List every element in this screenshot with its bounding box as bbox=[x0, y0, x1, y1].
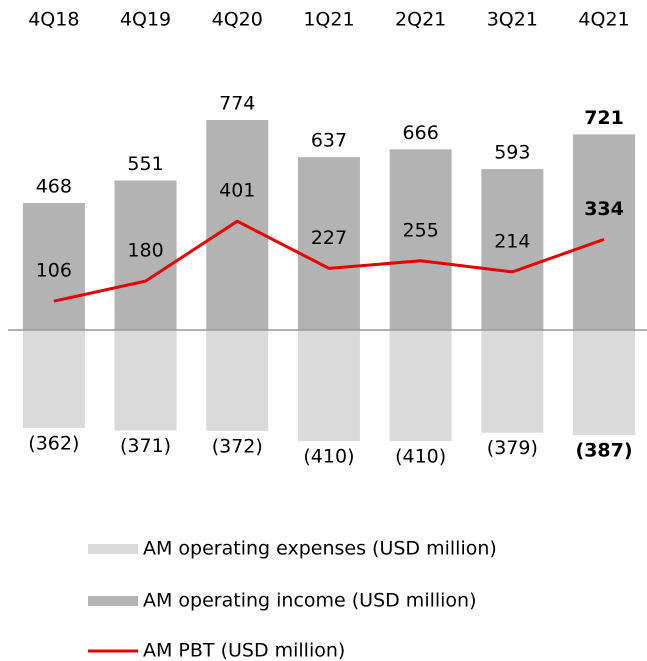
category-label: 1Q21 bbox=[303, 9, 354, 31]
value-label: 227 bbox=[311, 227, 347, 249]
category-label: 4Q21 bbox=[578, 9, 629, 31]
legend-swatch bbox=[88, 596, 138, 606]
bar bbox=[206, 120, 269, 330]
bar bbox=[22, 329, 85, 429]
bar bbox=[481, 169, 544, 330]
bar bbox=[297, 157, 360, 330]
value-label: 721 bbox=[584, 107, 624, 129]
value-label: 180 bbox=[127, 240, 163, 262]
value-label: (387) bbox=[576, 439, 633, 461]
bar bbox=[481, 329, 544, 433]
value-label: 774 bbox=[219, 93, 255, 115]
value-label: (410) bbox=[303, 446, 354, 468]
category-label: 2Q21 bbox=[395, 9, 446, 31]
legend-label: AM PBT (USD million) bbox=[143, 640, 345, 661]
value-label: (371) bbox=[120, 435, 171, 457]
value-label: 401 bbox=[219, 180, 255, 202]
category-label: 4Q20 bbox=[212, 9, 263, 31]
value-label: 214 bbox=[494, 230, 530, 252]
line bbox=[53, 219, 605, 303]
value-label: 106 bbox=[36, 260, 72, 282]
value-label: 666 bbox=[403, 122, 439, 144]
value-label: (410) bbox=[395, 446, 446, 468]
bar bbox=[206, 329, 269, 431]
bar bbox=[573, 329, 636, 435]
bar bbox=[114, 180, 177, 330]
bar bbox=[297, 329, 360, 442]
category-label: 4Q18 bbox=[28, 9, 79, 31]
legend-label: AM operating income (USD million) bbox=[143, 590, 477, 612]
value-label: 593 bbox=[494, 142, 530, 164]
value-label: 255 bbox=[403, 219, 439, 241]
value-label: 551 bbox=[127, 153, 163, 175]
bar bbox=[22, 203, 85, 330]
category-label: 3Q21 bbox=[487, 9, 538, 31]
category-label: 4Q19 bbox=[120, 9, 171, 31]
legend-label: AM operating expenses (USD million) bbox=[143, 538, 497, 560]
value-label: 468 bbox=[36, 176, 72, 198]
value-label: (362) bbox=[28, 433, 79, 455]
bar bbox=[114, 329, 177, 431]
value-label: 637 bbox=[311, 130, 347, 152]
value-label: 334 bbox=[584, 198, 624, 220]
legend-swatch bbox=[88, 544, 138, 554]
value-label: (372) bbox=[212, 435, 263, 457]
bar bbox=[389, 149, 452, 330]
bar bbox=[573, 134, 636, 330]
value-label: (379) bbox=[487, 437, 538, 459]
bar bbox=[389, 329, 452, 442]
